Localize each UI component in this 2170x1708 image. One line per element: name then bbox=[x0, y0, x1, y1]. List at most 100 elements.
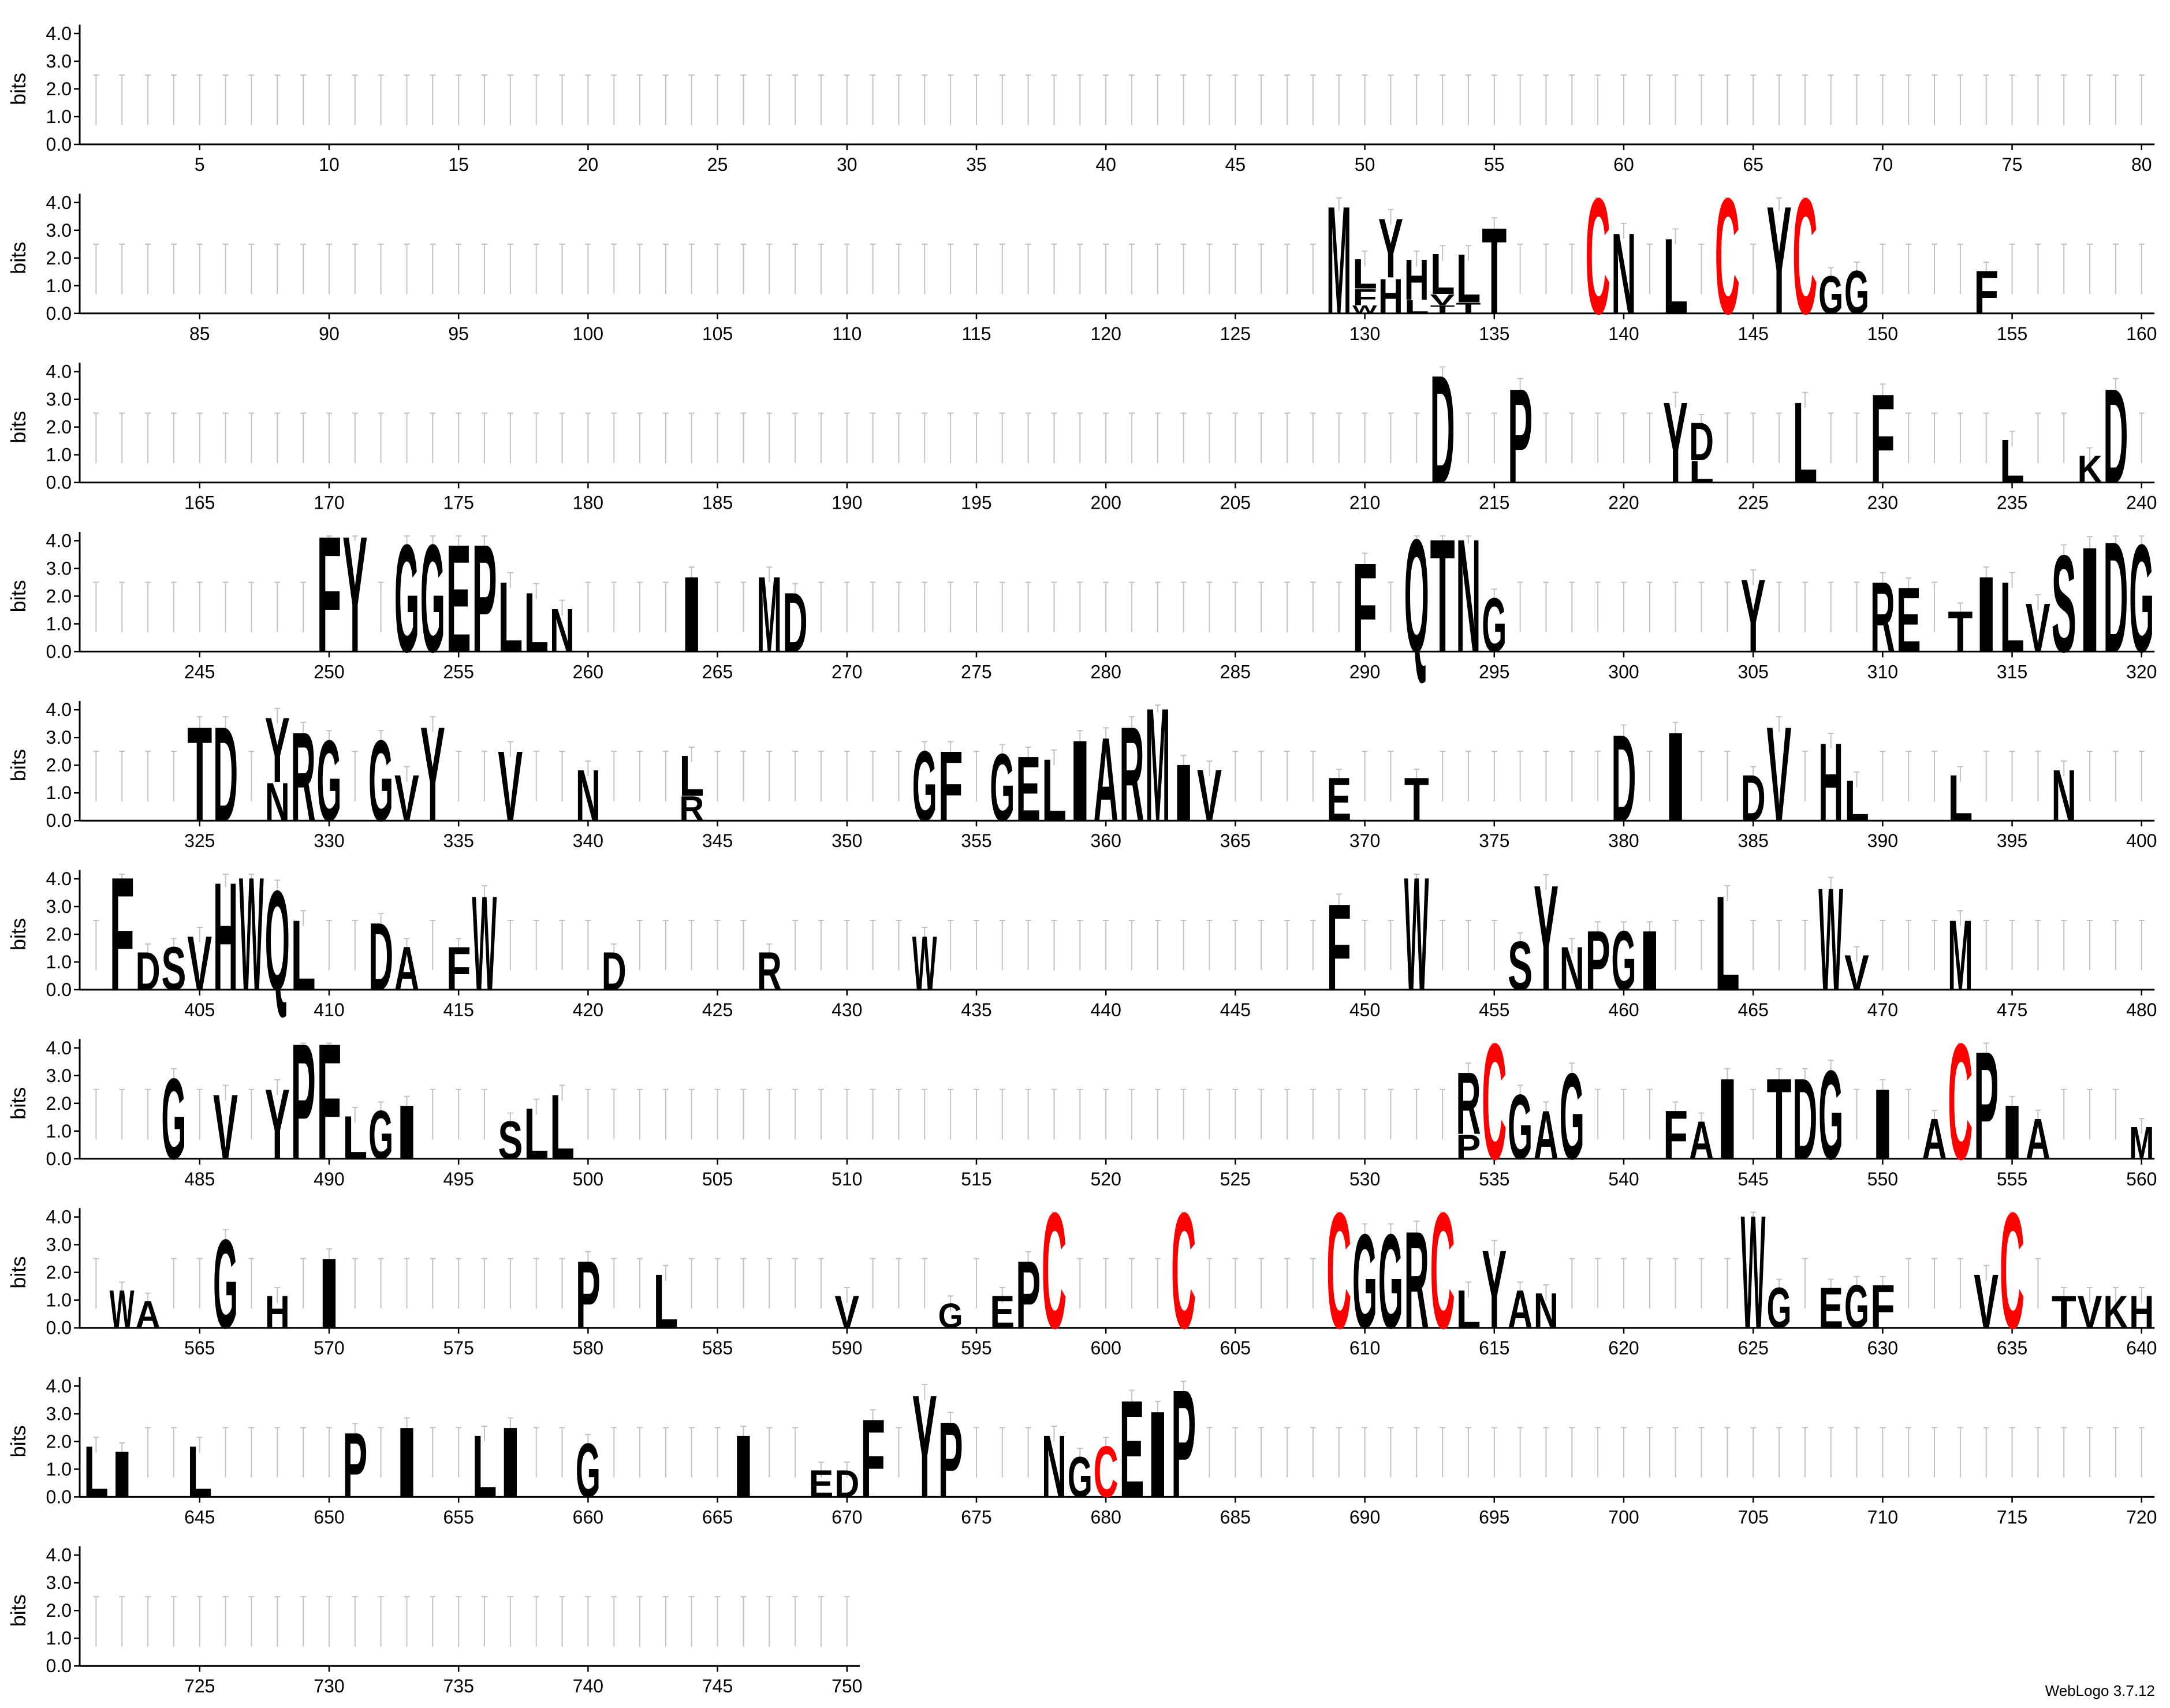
y-tick-label: 4.0 bbox=[46, 1207, 72, 1228]
residue-glyph-H: H bbox=[1818, 721, 1843, 845]
x-tick-label: 360 bbox=[1090, 830, 1121, 851]
x-tick-label: 15 bbox=[448, 154, 469, 175]
x-tick-label: 485 bbox=[184, 1169, 215, 1189]
x-tick-label: 255 bbox=[443, 661, 473, 682]
y-axis-label: bits bbox=[6, 1425, 30, 1457]
residue-glyph-D: D bbox=[1792, 1055, 1817, 1184]
residue-glyph-L: L bbox=[679, 744, 704, 808]
x-tick-label: 110 bbox=[832, 323, 862, 344]
y-tick-label: 0.0 bbox=[46, 641, 72, 662]
residue-glyph-E: E bbox=[1896, 568, 1921, 671]
x-tick-label: 55 bbox=[1484, 154, 1505, 175]
residue-glyph-F: F bbox=[1870, 367, 1895, 509]
x-tick-label: 675 bbox=[961, 1506, 991, 1527]
x-tick-label: 715 bbox=[1997, 1506, 2027, 1527]
residue-glyph-G: G bbox=[1560, 1048, 1584, 1185]
y-tick-label: 3.0 bbox=[46, 896, 72, 917]
residue-glyph-F: F bbox=[1352, 285, 1377, 311]
residue-glyph-D: D bbox=[2103, 509, 2128, 685]
residue-glyph-A: A bbox=[1508, 1279, 1533, 1340]
residue-glyph-W: W bbox=[1741, 1181, 1766, 1363]
residue-glyph-G: G bbox=[1818, 1044, 1843, 1185]
x-tick-label: 350 bbox=[832, 830, 862, 851]
x-tick-label: 335 bbox=[443, 830, 473, 851]
x-tick-label: 175 bbox=[443, 493, 473, 513]
x-tick-label: 525 bbox=[1220, 1169, 1251, 1189]
residue-glyph-M: M bbox=[1326, 174, 1351, 346]
residue-glyph-G: G bbox=[1844, 258, 1869, 327]
x-tick-label: 585 bbox=[702, 1338, 733, 1359]
x-tick-label: 355 bbox=[961, 830, 991, 851]
y-tick-label: 0.0 bbox=[46, 303, 72, 324]
residue-glyph-A: A bbox=[136, 1294, 161, 1337]
residue-glyph-W: W bbox=[110, 1280, 135, 1340]
x-tick-label: 60 bbox=[1613, 154, 1634, 175]
y-tick-label: 3.0 bbox=[46, 1235, 72, 1255]
residue-glyph-S: S bbox=[161, 934, 186, 1003]
x-tick-label: 505 bbox=[702, 1169, 733, 1189]
residue-glyph-E: E bbox=[1326, 765, 1351, 834]
residue-glyph-I: I bbox=[2078, 516, 2102, 684]
y-tick-label: 3.0 bbox=[46, 1572, 72, 1593]
y-tick-label: 2.0 bbox=[46, 1262, 72, 1283]
x-tick-label: 265 bbox=[702, 661, 733, 682]
x-tick-label: 365 bbox=[1220, 830, 1251, 851]
x-tick-label: 410 bbox=[314, 1000, 344, 1020]
residue-glyph-V: V bbox=[834, 1286, 859, 1338]
y-tick-label: 1.0 bbox=[46, 275, 72, 296]
residue-glyph-L: L bbox=[84, 1430, 109, 1512]
residue-glyph-F: F bbox=[316, 1010, 341, 1195]
residue-glyph-P: P bbox=[472, 513, 497, 685]
residue-glyph-L: L bbox=[1404, 296, 1429, 318]
x-tick-label: 75 bbox=[2002, 154, 2023, 175]
x-tick-label: 425 bbox=[702, 1000, 733, 1020]
x-tick-label: 275 bbox=[961, 661, 991, 682]
residue-glyph-P: P bbox=[1586, 913, 1610, 1008]
x-tick-label: 405 bbox=[184, 1000, 215, 1020]
x-tick-label: 85 bbox=[189, 323, 210, 344]
residue-glyph-G: G bbox=[161, 1055, 186, 1184]
x-tick-label: 490 bbox=[314, 1169, 344, 1189]
residue-glyph-W: W bbox=[912, 921, 937, 1007]
y-tick-label: 2.0 bbox=[46, 79, 72, 99]
residue-glyph-P: P bbox=[1508, 361, 1533, 512]
y-tick-label: 1.0 bbox=[46, 613, 72, 634]
residue-glyph-G: G bbox=[1378, 1206, 1403, 1356]
x-tick-label: 565 bbox=[184, 1338, 215, 1359]
residue-glyph-I: I bbox=[679, 555, 704, 675]
residue-glyph-R: R bbox=[1870, 562, 1895, 673]
x-tick-label: 5 bbox=[195, 154, 205, 175]
residue-glyph-G: G bbox=[213, 1213, 238, 1355]
x-tick-label: 555 bbox=[1997, 1169, 2027, 1189]
residue-glyph-V: V bbox=[1430, 292, 1455, 309]
x-tick-label: 30 bbox=[837, 154, 857, 175]
residue-glyph-L: L bbox=[1430, 243, 1455, 307]
residue-glyph-I: I bbox=[1637, 913, 1662, 1008]
residue-glyph-K: K bbox=[2078, 449, 2102, 491]
x-tick-label: 70 bbox=[1873, 154, 1893, 175]
x-tick-label: 450 bbox=[1349, 1000, 1380, 1020]
residue-glyph-I: I bbox=[394, 1089, 419, 1175]
residue-glyph-Y: Y bbox=[912, 1366, 937, 1528]
residue-glyph-N: N bbox=[1456, 505, 1481, 686]
x-tick-label: 615 bbox=[1479, 1338, 1509, 1359]
residue-glyph-I: I bbox=[731, 1417, 756, 1516]
y-tick-label: 4.0 bbox=[46, 361, 72, 382]
residue-glyph-C: C bbox=[2000, 1179, 2024, 1363]
x-tick-label: 520 bbox=[1090, 1169, 1121, 1189]
residue-glyph-V: V bbox=[1844, 945, 1869, 1001]
x-tick-label: 330 bbox=[314, 830, 344, 851]
residue-glyph-E: E bbox=[1818, 1276, 1843, 1340]
x-tick-label: 595 bbox=[961, 1338, 991, 1359]
x-tick-label: 25 bbox=[707, 154, 728, 175]
x-tick-label: 35 bbox=[966, 154, 987, 175]
x-tick-label: 645 bbox=[184, 1506, 215, 1527]
x-tick-label: 635 bbox=[1997, 1338, 2027, 1359]
residue-glyph-R: R bbox=[757, 941, 782, 1001]
residue-glyph-E: E bbox=[1016, 737, 1041, 840]
residue-glyph-L: L bbox=[1792, 378, 1817, 507]
x-tick-label: 625 bbox=[1738, 1338, 1768, 1359]
x-tick-label: 480 bbox=[2126, 1000, 2157, 1020]
residue-glyph-D: D bbox=[1430, 343, 1455, 515]
residue-glyph-L: L bbox=[1042, 741, 1067, 840]
